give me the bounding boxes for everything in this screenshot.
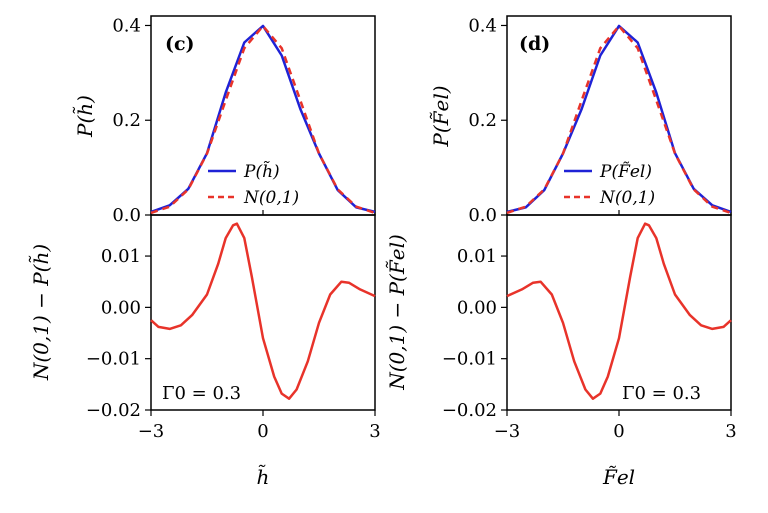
ytick-label: 0.0 [468,205,497,226]
panel-d-diff-ticks: −0.02 −0.01 0.00 0.01 −3 0 3 [442,246,737,442]
panel-c-diff-series [150,222,376,400]
panel-d-diff-ylabel: N(0,1) − P(F̃el) [385,234,409,391]
xtick-label: 3 [725,421,736,442]
series-line [506,24,732,214]
series-line [150,222,376,400]
panel-c-legend: P(h̃) N(0,1) [208,161,299,208]
panel-c-diff-annotation: Γ0 = 0.3 [162,383,241,404]
xtick-label: 3 [369,421,380,442]
legend-label-normal: N(0,1) [243,188,299,208]
panel-c-ylabel: P(h̃) [73,95,97,138]
panel-d-diff: −0.02 −0.01 0.00 0.01 −3 0 3 Γ0 = 0.3 N(0,1) −… [385,214,737,489]
panel-c-ticks: 0.0 0.2 0.4 [112,15,376,226]
panel-c-diff: −0.02 −0.01 0.00 0.01 −3 0 3 Γ0 = 0.3 N(0,1) −… [29,214,381,489]
panel-c-diff-ylabel: N(0,1) − P(h̃) [29,244,53,381]
panel-d-diff-annotation: Γ0 = 0.3 [622,383,701,404]
ytick-label: 0.00 [101,297,141,318]
legend-label-normal-d: N(0,1) [599,188,655,208]
panel-c-xlabel: h̃ [257,465,270,489]
xtick-label: −3 [138,421,165,442]
ytick-label: 0.4 [112,15,141,36]
series-line [506,222,732,400]
panel-d-ticks: 0.0 0.2 0.4 [468,15,732,226]
panel-d-ylabel: P(F̃el) [429,85,453,147]
panel-d-diff-frame [506,214,732,411]
panel-c-series [150,24,376,215]
ytick-label: −0.01 [86,349,141,370]
ytick-label: 0.4 [468,15,497,36]
ytick-label: −0.02 [442,400,497,421]
panel-d-legend: P(F̃el) N(0,1) [564,162,655,208]
xtick-label: 0 [257,421,268,442]
panel-c-diff-ticks: −0.02 −0.01 0.00 0.01 −3 0 3 [86,246,381,442]
panel-d-series [506,24,732,215]
legend-label-p-fel: P(F̃el) [599,162,652,182]
panel-c: 0.0 0.2 0.4 (c) P(h̃) N(0,1) P(h̃) [73,15,376,226]
ytick-label: 0.01 [101,246,141,267]
ytick-label: 0.2 [112,110,141,131]
ytick-label: −0.02 [86,400,141,421]
xtick-label: 0 [613,421,624,442]
panel-d: 0.0 0.2 0.4 (d) P(F̃el) N(0,1) P(F̃el) [429,15,732,226]
ytick-label: 0.01 [457,246,497,267]
xtick-label: −3 [494,421,521,442]
ytick-label: 0.2 [468,110,497,131]
legend-label-p-h: P(h̃) [243,161,280,182]
ytick-label: 0.00 [457,297,497,318]
ytick-label: −0.01 [442,349,497,370]
panel-c-label: (c) [165,33,195,55]
panel-d-xlabel: F̃el [602,465,635,489]
panel-d-label: (d) [519,33,550,55]
panel-d-diff-series [506,222,732,400]
ytick-label: 0.0 [112,205,141,226]
panel-c-diff-frame [150,214,376,411]
